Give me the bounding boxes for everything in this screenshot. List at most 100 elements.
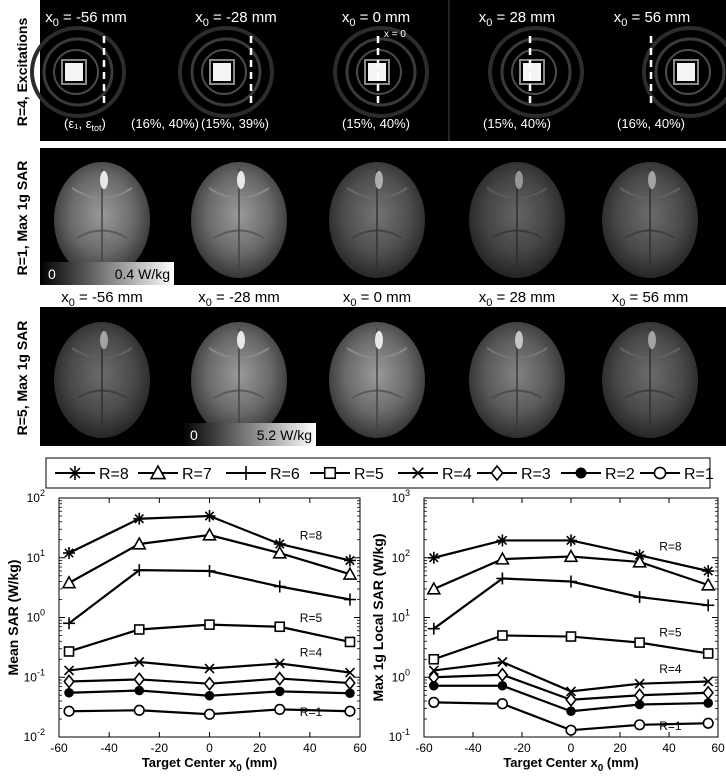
error-value: (16%, 40%) [131, 116, 199, 131]
image-panels: R=4, Excitations R=1, Max 1g SAR R=5, Max … [14, 0, 726, 446]
series-annotation: R=1 [659, 719, 682, 733]
x-tick-label: 40 [303, 741, 317, 755]
colorbar-gradient [182, 423, 316, 446]
legend-label: R=1 [684, 466, 714, 483]
marker-square [497, 630, 508, 641]
marker-square [702, 648, 714, 659]
marker-dot [345, 688, 355, 699]
y-axis-label: Max 1g Local SAR (W/kg) [370, 533, 386, 701]
marker-plus [565, 575, 577, 588]
r5-sar-map [54, 322, 150, 438]
legend-label: R=5 [354, 466, 384, 483]
x-tick-label: 60 [711, 741, 725, 755]
marker-dot [64, 687, 74, 698]
hotspot [237, 331, 245, 349]
series-R=5 [428, 630, 714, 665]
hotspot [375, 331, 383, 349]
hotspot [515, 171, 523, 189]
y-tick-label: 10-1 [24, 667, 45, 684]
error-legend: (ε₁, εtot) [64, 116, 106, 133]
excitation-ring [333, 26, 429, 118]
marker-square [323, 466, 337, 480]
r5-sar-map [469, 322, 565, 438]
marker-plus [63, 617, 76, 630]
marker-star [343, 554, 356, 567]
marker-x [344, 667, 356, 678]
position-label: x0 = 0 mm [343, 289, 411, 309]
legend-label: R=3 [521, 466, 551, 483]
marker-circle [133, 704, 145, 716]
marker-plus [427, 622, 440, 635]
legend-entry: R=5 [310, 466, 384, 483]
marker-x [703, 676, 714, 687]
mean-sar-chart: -60 -40 -20 0 20 40 60 10-2 10-1 100 101 102 Target … [5, 488, 367, 774]
marker-x [274, 658, 285, 669]
series-annotation: R=8 [300, 528, 323, 542]
excitation-halo [61, 59, 87, 85]
series-R=7 [426, 548, 716, 595]
legend-entry: R=6 [226, 466, 300, 483]
position-label: x0 = 28 mm [479, 9, 556, 29]
legend-entry: R=8 [55, 466, 129, 483]
marker-plus [239, 466, 253, 480]
excitation-target [213, 63, 231, 81]
marker-dot [497, 680, 508, 691]
x-tick-label: 0 [568, 741, 575, 755]
marker-x [634, 678, 645, 689]
hotspot [375, 171, 383, 189]
marker-triangle [131, 536, 147, 550]
marker-star [133, 512, 146, 525]
marker-plus [203, 565, 216, 578]
marker-diamond [133, 672, 146, 687]
excitation-ring [654, 37, 726, 107]
series-R=6 [427, 572, 715, 635]
legend-entry: R=1 [640, 466, 714, 483]
y-tick-label: 101 [27, 548, 45, 565]
y-tick-label: 102 [392, 548, 410, 565]
marker-square [274, 621, 286, 633]
marker-plus [633, 591, 646, 604]
series-annotation: R=5 [300, 611, 323, 625]
row-label: R=1, Max 1g SAR [14, 161, 30, 276]
marker-circle [428, 696, 440, 708]
excitation-ring [201, 49, 247, 95]
marker-star [427, 551, 440, 564]
y-tick-label: 101 [392, 608, 410, 625]
error-value: (16%, 40%) [617, 116, 685, 131]
excitation-ring [642, 26, 726, 118]
marker-star [565, 534, 577, 547]
marker-star [702, 565, 715, 578]
x-tick-label: -60 [415, 741, 433, 755]
marker-dot [703, 698, 713, 708]
x-tick-label: -20 [151, 741, 169, 755]
marker-circle [653, 466, 667, 480]
position-label: x0 = 56 mm [612, 289, 689, 309]
row-label: R=4, Excitations [14, 18, 30, 127]
marker-square [63, 646, 75, 657]
marker-diamond [63, 674, 75, 689]
error-value: (15%, 40%) [483, 116, 551, 131]
position-label: x0 = 56 mm [614, 9, 691, 29]
marker-star [63, 547, 76, 560]
series-R=6 [63, 564, 356, 630]
marker-square [133, 624, 145, 635]
marker-plus [496, 572, 509, 585]
legend-entry: R=3 [477, 464, 551, 483]
hotspot [648, 331, 656, 349]
marker-triangle [563, 548, 579, 563]
position-label: x0 = -56 mm [61, 289, 143, 309]
colorbar-max: 5.2 W/kg [257, 427, 312, 443]
max-local-sar-chart: -60 -40 -20 0 20 40 60 10-1 100 101 102 103 Target C… [370, 488, 725, 774]
marker-dot [204, 690, 215, 701]
y-tick-label: 100 [27, 608, 45, 625]
marker-circle [63, 705, 75, 717]
y-tick-label: 10-2 [24, 727, 45, 744]
y-tick-label: 102 [27, 488, 45, 505]
series-R=3 [63, 671, 356, 691]
x-tick-label: 60 [353, 741, 367, 755]
position-label: x0 = -28 mm [195, 9, 277, 29]
series-R=5 [63, 619, 356, 657]
marker-triangle [632, 554, 647, 568]
